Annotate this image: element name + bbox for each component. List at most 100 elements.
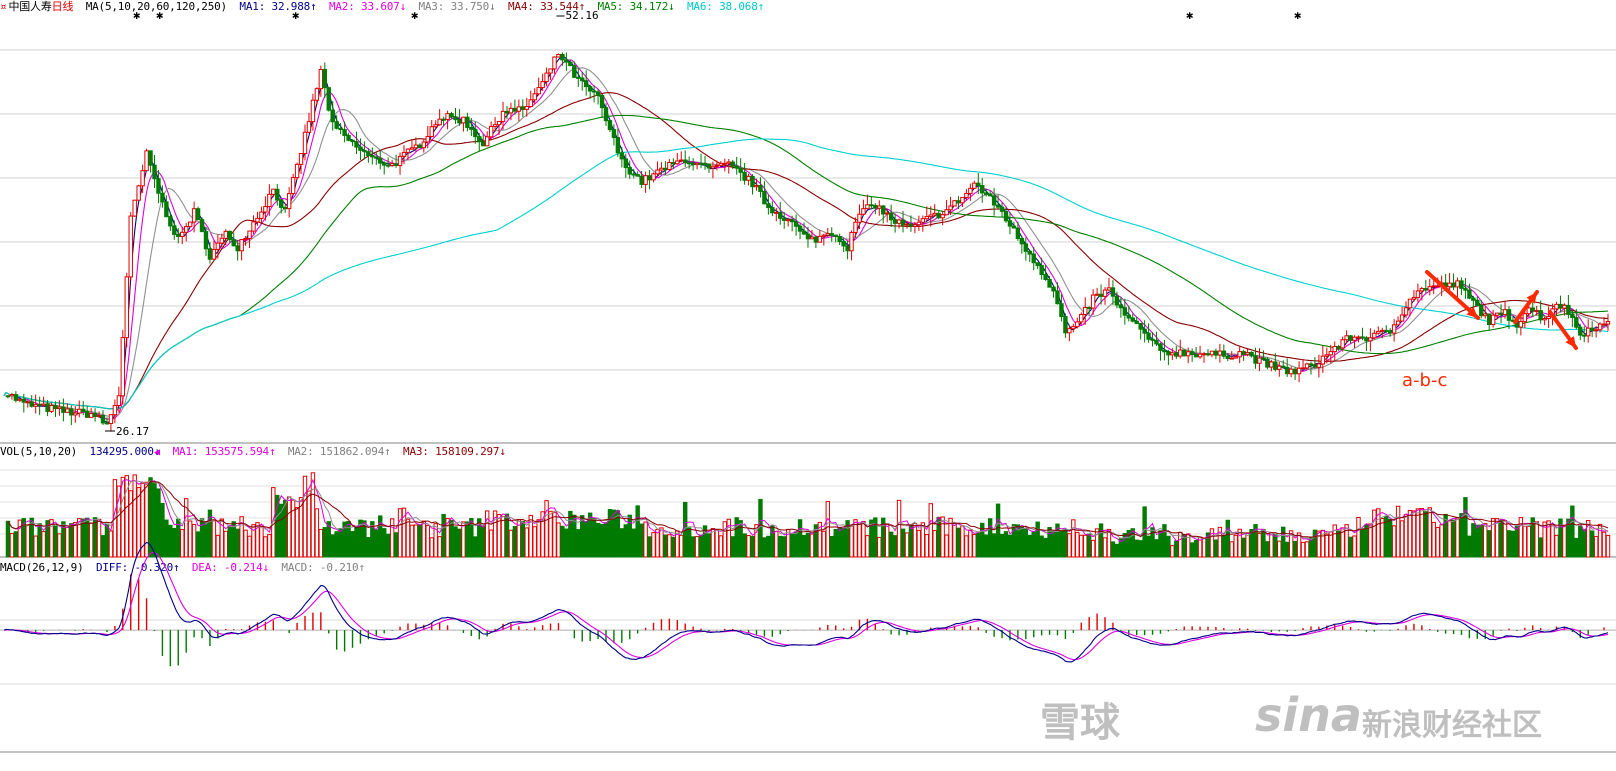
volume-bar-up — [920, 522, 926, 558]
volume-bar-up — [243, 529, 248, 558]
candle-down — [81, 408, 86, 412]
volume-bar-down — [738, 520, 743, 558]
volume-bar-down — [346, 520, 351, 558]
event-star-icon: ✱ — [133, 8, 140, 22]
candle-down — [195, 208, 201, 221]
candle-down — [370, 154, 375, 158]
candle-up — [1368, 337, 1373, 342]
candle-up — [496, 120, 502, 126]
volume-bar-up — [116, 485, 122, 558]
volume-bar-up — [508, 529, 514, 558]
candle-up — [536, 87, 541, 95]
candle-down — [1098, 293, 1104, 297]
candle-up — [865, 204, 870, 210]
volume-bar-up — [286, 496, 292, 558]
candle-down — [326, 87, 331, 111]
volume-bar-down — [829, 535, 834, 558]
candle-up — [1201, 353, 1207, 356]
vol-value: 134295.000↓ — [89, 445, 161, 458]
volume-bar-up — [1447, 519, 1452, 558]
candle-down — [984, 192, 989, 195]
volume-bar-down — [1387, 518, 1393, 558]
candle-up — [77, 408, 82, 414]
volume-bar-down — [702, 525, 708, 558]
volume-ma1-line — [7, 478, 1609, 543]
volume-bar-down — [869, 519, 874, 558]
volume-bar-down — [1162, 524, 1167, 558]
volume-bar-up — [1407, 509, 1413, 558]
volume-bar-down — [1003, 531, 1009, 558]
volume-bar-down — [441, 513, 446, 558]
volume-bar-down — [1193, 540, 1199, 558]
volume-bar-down — [1566, 518, 1571, 558]
candle-up — [1518, 321, 1524, 328]
volume-bar-up — [655, 528, 660, 558]
candle-up — [108, 414, 114, 425]
ma2-value: MA2: 33.607↓ — [328, 0, 407, 13]
candle-up — [187, 221, 193, 228]
volume-bar-down — [1510, 530, 1516, 558]
candle-up — [774, 211, 779, 214]
volume-bar-up — [821, 530, 827, 558]
candle-up — [33, 403, 38, 407]
candle-down — [635, 174, 640, 177]
volume-bar-down — [512, 526, 518, 558]
volume-bar-down — [603, 522, 609, 558]
ma1-value: MA1: 32.988↑ — [239, 0, 317, 13]
candle-down — [1213, 350, 1219, 356]
ma3-line — [3, 67, 1609, 417]
volume-bar-down — [782, 536, 787, 558]
candle-down — [1146, 332, 1151, 340]
volume-bar-up — [1257, 532, 1262, 558]
candle-down — [37, 403, 42, 406]
volume-bar-up — [180, 529, 185, 558]
candle-down — [1023, 243, 1029, 252]
volume-bar-up — [1550, 525, 1555, 558]
candle-up — [1376, 330, 1381, 334]
candle-up — [1415, 290, 1421, 298]
volume-bar-down — [1273, 533, 1278, 558]
candle-up — [49, 404, 54, 412]
candle-up — [1399, 314, 1405, 322]
volume-bar-down — [1039, 535, 1044, 558]
volume-bar-down — [1166, 535, 1171, 558]
volume-bar-down — [991, 533, 997, 558]
candle-up — [397, 155, 403, 167]
volume-bar-down — [1459, 513, 1464, 558]
volume-bar-up — [928, 503, 933, 558]
candle-up — [540, 81, 545, 89]
candle-down — [1086, 306, 1092, 309]
candle-up — [1395, 320, 1401, 326]
volume-bar-up — [1209, 528, 1215, 558]
vol-label: VOL(5,10,20) — [0, 445, 78, 458]
candle-down — [1150, 338, 1155, 341]
candle-down — [976, 182, 981, 187]
volume-bar-up — [183, 498, 189, 558]
candle-down — [1154, 339, 1159, 345]
candle-down — [611, 129, 617, 139]
candle-down — [152, 164, 157, 180]
volume-bar-down — [275, 494, 280, 558]
candle-down — [504, 110, 510, 114]
candle-up — [651, 173, 656, 181]
candle-up — [413, 144, 419, 149]
volume-bar-down — [231, 521, 236, 558]
volume-bar-up — [88, 522, 94, 558]
event-star-icon: ✱ — [156, 8, 163, 22]
volume-bar-up — [496, 514, 502, 558]
volume-bar-down — [1384, 515, 1389, 558]
candle-up — [389, 163, 395, 167]
candle-down — [1055, 290, 1060, 305]
volume-bar-down — [21, 518, 27, 558]
volume-bar-up — [1522, 525, 1528, 558]
candle-up — [1340, 339, 1345, 349]
ma4-line — [3, 92, 1609, 410]
volume-bar-down — [330, 534, 335, 558]
volume-bar-down — [366, 537, 371, 558]
volume-bar-up — [1601, 531, 1607, 558]
volume-bar-down — [623, 524, 628, 558]
volume-bar-down — [995, 503, 1001, 558]
volume-bar-up — [667, 534, 672, 558]
candle-down — [358, 146, 363, 151]
